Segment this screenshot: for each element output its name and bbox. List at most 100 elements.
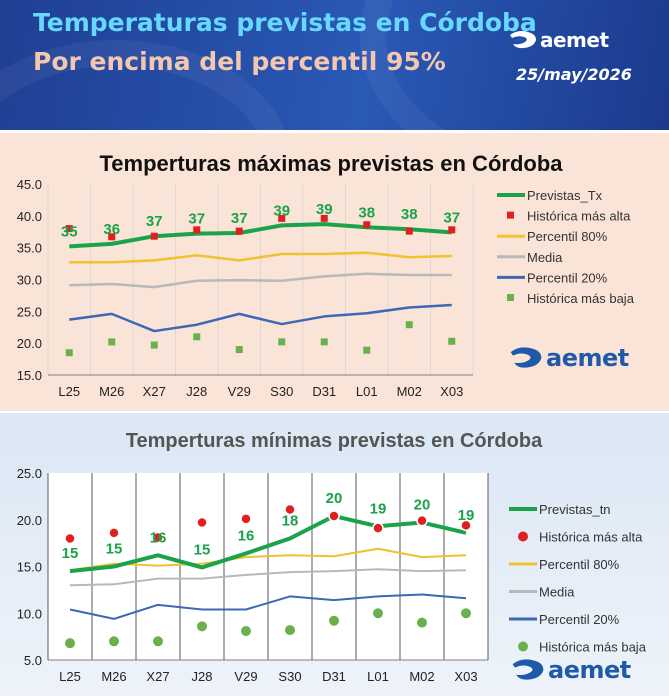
series-line-percentil-80	[69, 251, 452, 264]
header-banner: Temperaturas previstas en Córdoba Por en…	[0, 0, 669, 130]
data-label: 19	[458, 507, 475, 524]
x-tick-label: V29	[234, 669, 257, 684]
data-label: 38	[358, 204, 375, 221]
marker-historica-mas-baja	[285, 625, 295, 636]
series-line-media	[69, 568, 467, 587]
marker-historica-mas-alta	[460, 519, 472, 532]
legend-label: Percentil 80%	[539, 557, 620, 572]
marker-historica-mas-baja	[153, 636, 163, 647]
marker-historica-mas-alta	[278, 214, 286, 222]
marker-historica-mas-alta	[235, 227, 243, 235]
marker-historica-mas-baja	[241, 626, 251, 637]
x-tick-label: S30	[270, 384, 293, 399]
marker-historica-mas-alta	[64, 532, 76, 545]
marker-historica-mas-baja	[150, 341, 158, 349]
x-tick-label: S30	[278, 669, 301, 684]
marker-historica-mas-alta	[372, 522, 384, 534]
marker-historica-mas-alta	[320, 214, 328, 222]
x-tick-label: D31	[322, 669, 346, 684]
x-tick-label: X27	[143, 384, 166, 399]
data-label: 20	[326, 490, 343, 507]
data-label: 35	[61, 223, 78, 240]
x-tick-label: M26	[99, 384, 124, 399]
aemet-logo-min-chart: aemet	[510, 656, 631, 684]
data-label: 39	[316, 201, 333, 218]
marker-historica-mas-alta	[328, 510, 340, 522]
x-tick-label: V29	[228, 384, 251, 399]
x-tick-label: D31	[312, 384, 336, 399]
marker-historica-mas-baja	[417, 617, 427, 628]
header-subtitle: Por encima del percentil 95%	[33, 47, 446, 76]
min-temp-chart: Temperturas mínimas previstas en Córdoba…	[17, 430, 647, 684]
legend-label: Previstas_Tx	[527, 188, 603, 203]
marker-historica-mas-alta	[405, 227, 413, 235]
x-tick-label: L01	[356, 384, 378, 399]
x-tick-label: L01	[367, 669, 389, 684]
aemet-logo-text: aemet	[546, 344, 629, 372]
y-tick-label: 5.0	[24, 653, 42, 668]
x-tick-label: J28	[186, 384, 207, 399]
legend-label: Media	[527, 250, 563, 265]
legend-label: Histórica más alta	[527, 209, 631, 224]
marker-historica-mas-alta	[65, 225, 73, 233]
max-temp-chart: Temperturas máximas previstas en Córdoba…	[17, 151, 635, 399]
marker-historica-mas-baja	[373, 608, 383, 619]
data-label: 37	[231, 210, 248, 227]
marker-historica-mas-baja	[65, 349, 73, 357]
y-tick-label: 25.0	[17, 466, 42, 481]
marker-historica-mas-alta	[108, 233, 116, 241]
aemet-logo-text: aemet	[540, 28, 609, 52]
data-label: 39	[273, 202, 290, 219]
data-label: 15	[194, 541, 211, 558]
series-line-media	[69, 272, 452, 289]
marker-historica-mas-baja	[278, 338, 286, 346]
legend-label: Percentil 80%	[527, 229, 608, 244]
marker-historica-mas-alta	[108, 527, 120, 539]
x-tick-label: J28	[192, 669, 213, 684]
marker-historica-mas-alta	[152, 531, 164, 544]
legend-swatch	[518, 531, 528, 542]
aemet-logo-header: aemet	[508, 28, 609, 52]
legend-label: Previstas_tn	[539, 502, 611, 517]
x-tick-label: M26	[101, 669, 126, 684]
y-tick-label: 10.0	[17, 606, 42, 621]
y-tick-label: 45.0	[17, 177, 42, 192]
y-tick-label: 15.0	[17, 368, 42, 383]
divider	[0, 130, 669, 133]
marker-historica-mas-baja	[235, 346, 243, 354]
y-tick-label: 20.0	[17, 336, 42, 351]
data-label: 16	[238, 527, 255, 544]
series-line-percentil-20	[69, 303, 452, 333]
divider	[0, 411, 669, 413]
legend-label: Percentil 20%	[527, 270, 608, 285]
x-tick-label: L25	[58, 384, 80, 399]
marker-historica-mas-alta	[416, 514, 428, 527]
marker-historica-mas-alta	[284, 503, 296, 516]
marker-historica-mas-baja	[320, 338, 328, 346]
data-label: 37	[146, 213, 163, 230]
legend-label: Histórica más alta	[539, 530, 643, 545]
y-tick-label: 35.0	[17, 241, 42, 256]
marker-historica-mas-baja	[363, 346, 371, 354]
aemet-logo-icon	[512, 659, 544, 680]
x-tick-label: L25	[59, 669, 81, 684]
aemet-logo-icon	[510, 347, 542, 368]
x-tick-label: M02	[409, 669, 434, 684]
marker-historica-mas-alta	[240, 513, 252, 525]
aemet-logo-text: aemet	[548, 656, 631, 684]
series-line-previstas-tn	[69, 514, 467, 574]
y-tick-label: 40.0	[17, 209, 42, 224]
marker-historica-mas-baja	[193, 333, 201, 341]
forecast-date: 25/may/2026	[516, 65, 632, 84]
legend-label: Media	[539, 585, 575, 600]
y-tick-label: 15.0	[17, 560, 42, 575]
marker-historica-mas-baja	[461, 608, 471, 619]
x-tick-label: X27	[146, 669, 169, 684]
y-tick-label: 25.0	[17, 304, 42, 319]
series-line-percentil-20	[69, 593, 467, 620]
marker-historica-mas-alta	[193, 226, 201, 234]
data-label: 16	[150, 529, 167, 546]
marker-historica-mas-baja	[405, 321, 413, 329]
data-label: 20	[414, 497, 431, 514]
data-label: 36	[103, 221, 120, 238]
